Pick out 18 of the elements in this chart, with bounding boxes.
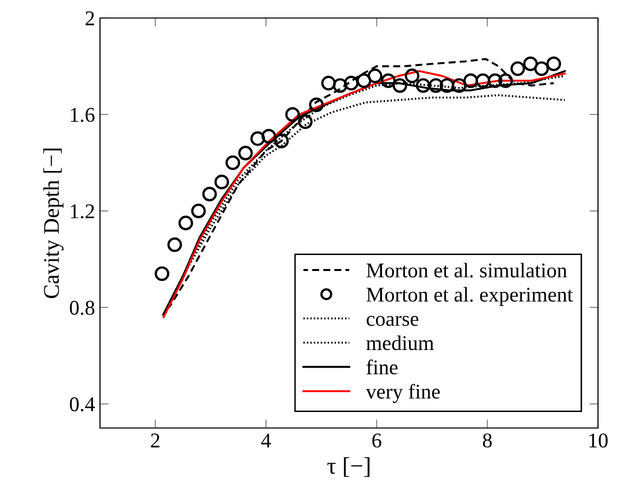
y-tick-label: 0.8 bbox=[70, 300, 94, 315]
y-tick-label: 0.4 bbox=[70, 397, 95, 412]
y-tick-label: 1.6 bbox=[70, 108, 95, 122]
x-axis-title: τ [−] bbox=[327, 457, 370, 477]
x-tick-label: 4 bbox=[261, 434, 271, 448]
x-tick-label: 8 bbox=[482, 433, 492, 448]
x-tick-label: 6 bbox=[372, 434, 382, 448]
y-tick-label: 2 bbox=[86, 11, 94, 26]
y-axis-title: Cavity Depth [−] bbox=[43, 148, 64, 298]
legend-label: medium bbox=[366, 336, 434, 350]
legend-label: coarse bbox=[366, 316, 418, 326]
y-tick-label: 1.2 bbox=[70, 204, 94, 218]
x-tick-label: 2 bbox=[151, 434, 160, 448]
x-tick-label: 10 bbox=[589, 433, 608, 448]
legend-label: very fine bbox=[366, 384, 440, 403]
legend-label: Morton et al. experiment bbox=[366, 287, 573, 306]
legend-label: Morton et al. simulation bbox=[366, 262, 567, 278]
legend-label: fine bbox=[366, 360, 398, 374]
